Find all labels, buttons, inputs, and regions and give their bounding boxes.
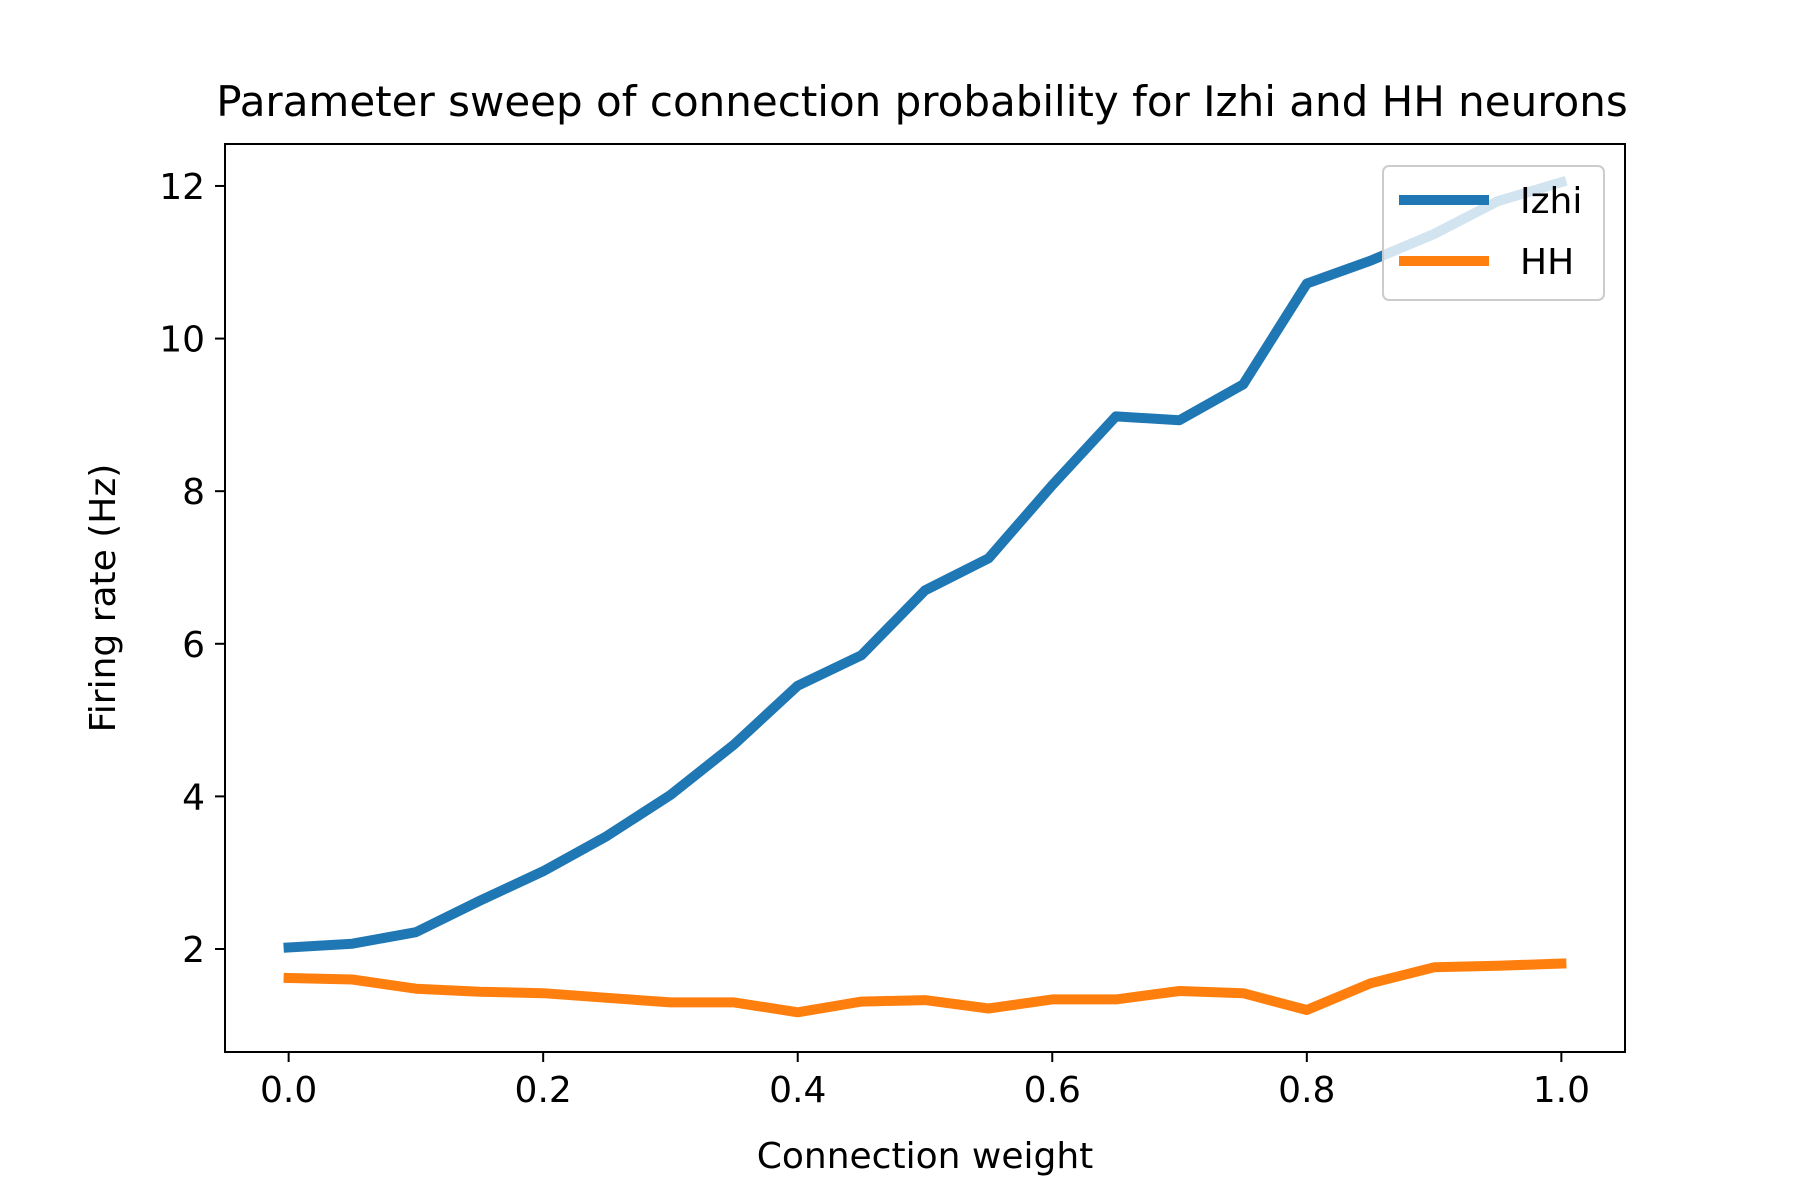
x-tick-label: 0.8 [1278,1070,1335,1111]
series-line-hh [283,958,1567,1018]
x-tick-label: 0.0 [260,1070,317,1111]
series-line-izhi [283,175,1568,953]
y-tick-label: 2 [182,930,205,971]
y-axis-label: Firing rate (Hz) [83,464,124,733]
x-tick-label: 0.2 [515,1070,572,1111]
y-tick-label: 4 [182,777,205,818]
x-tick-label: 0.6 [1024,1070,1081,1111]
x-axis-label: Connection weight [757,1136,1094,1177]
y-tick-label: 8 [182,472,205,513]
y-tick-label: 12 [159,167,205,208]
chart-title: Parameter sweep of connection probabilit… [216,77,1628,126]
y-tick-label: 6 [182,625,205,666]
x-tick-label: 1.0 [1533,1070,1590,1111]
legend-label-izhi: Izhi [1520,181,1582,222]
y-tick-label: 10 [159,320,205,361]
legend-label-hh: HH [1520,242,1574,283]
legend: Izhi HH [1382,165,1605,301]
x-tick-label: 0.4 [769,1070,826,1111]
plot-frame [224,143,1626,1053]
